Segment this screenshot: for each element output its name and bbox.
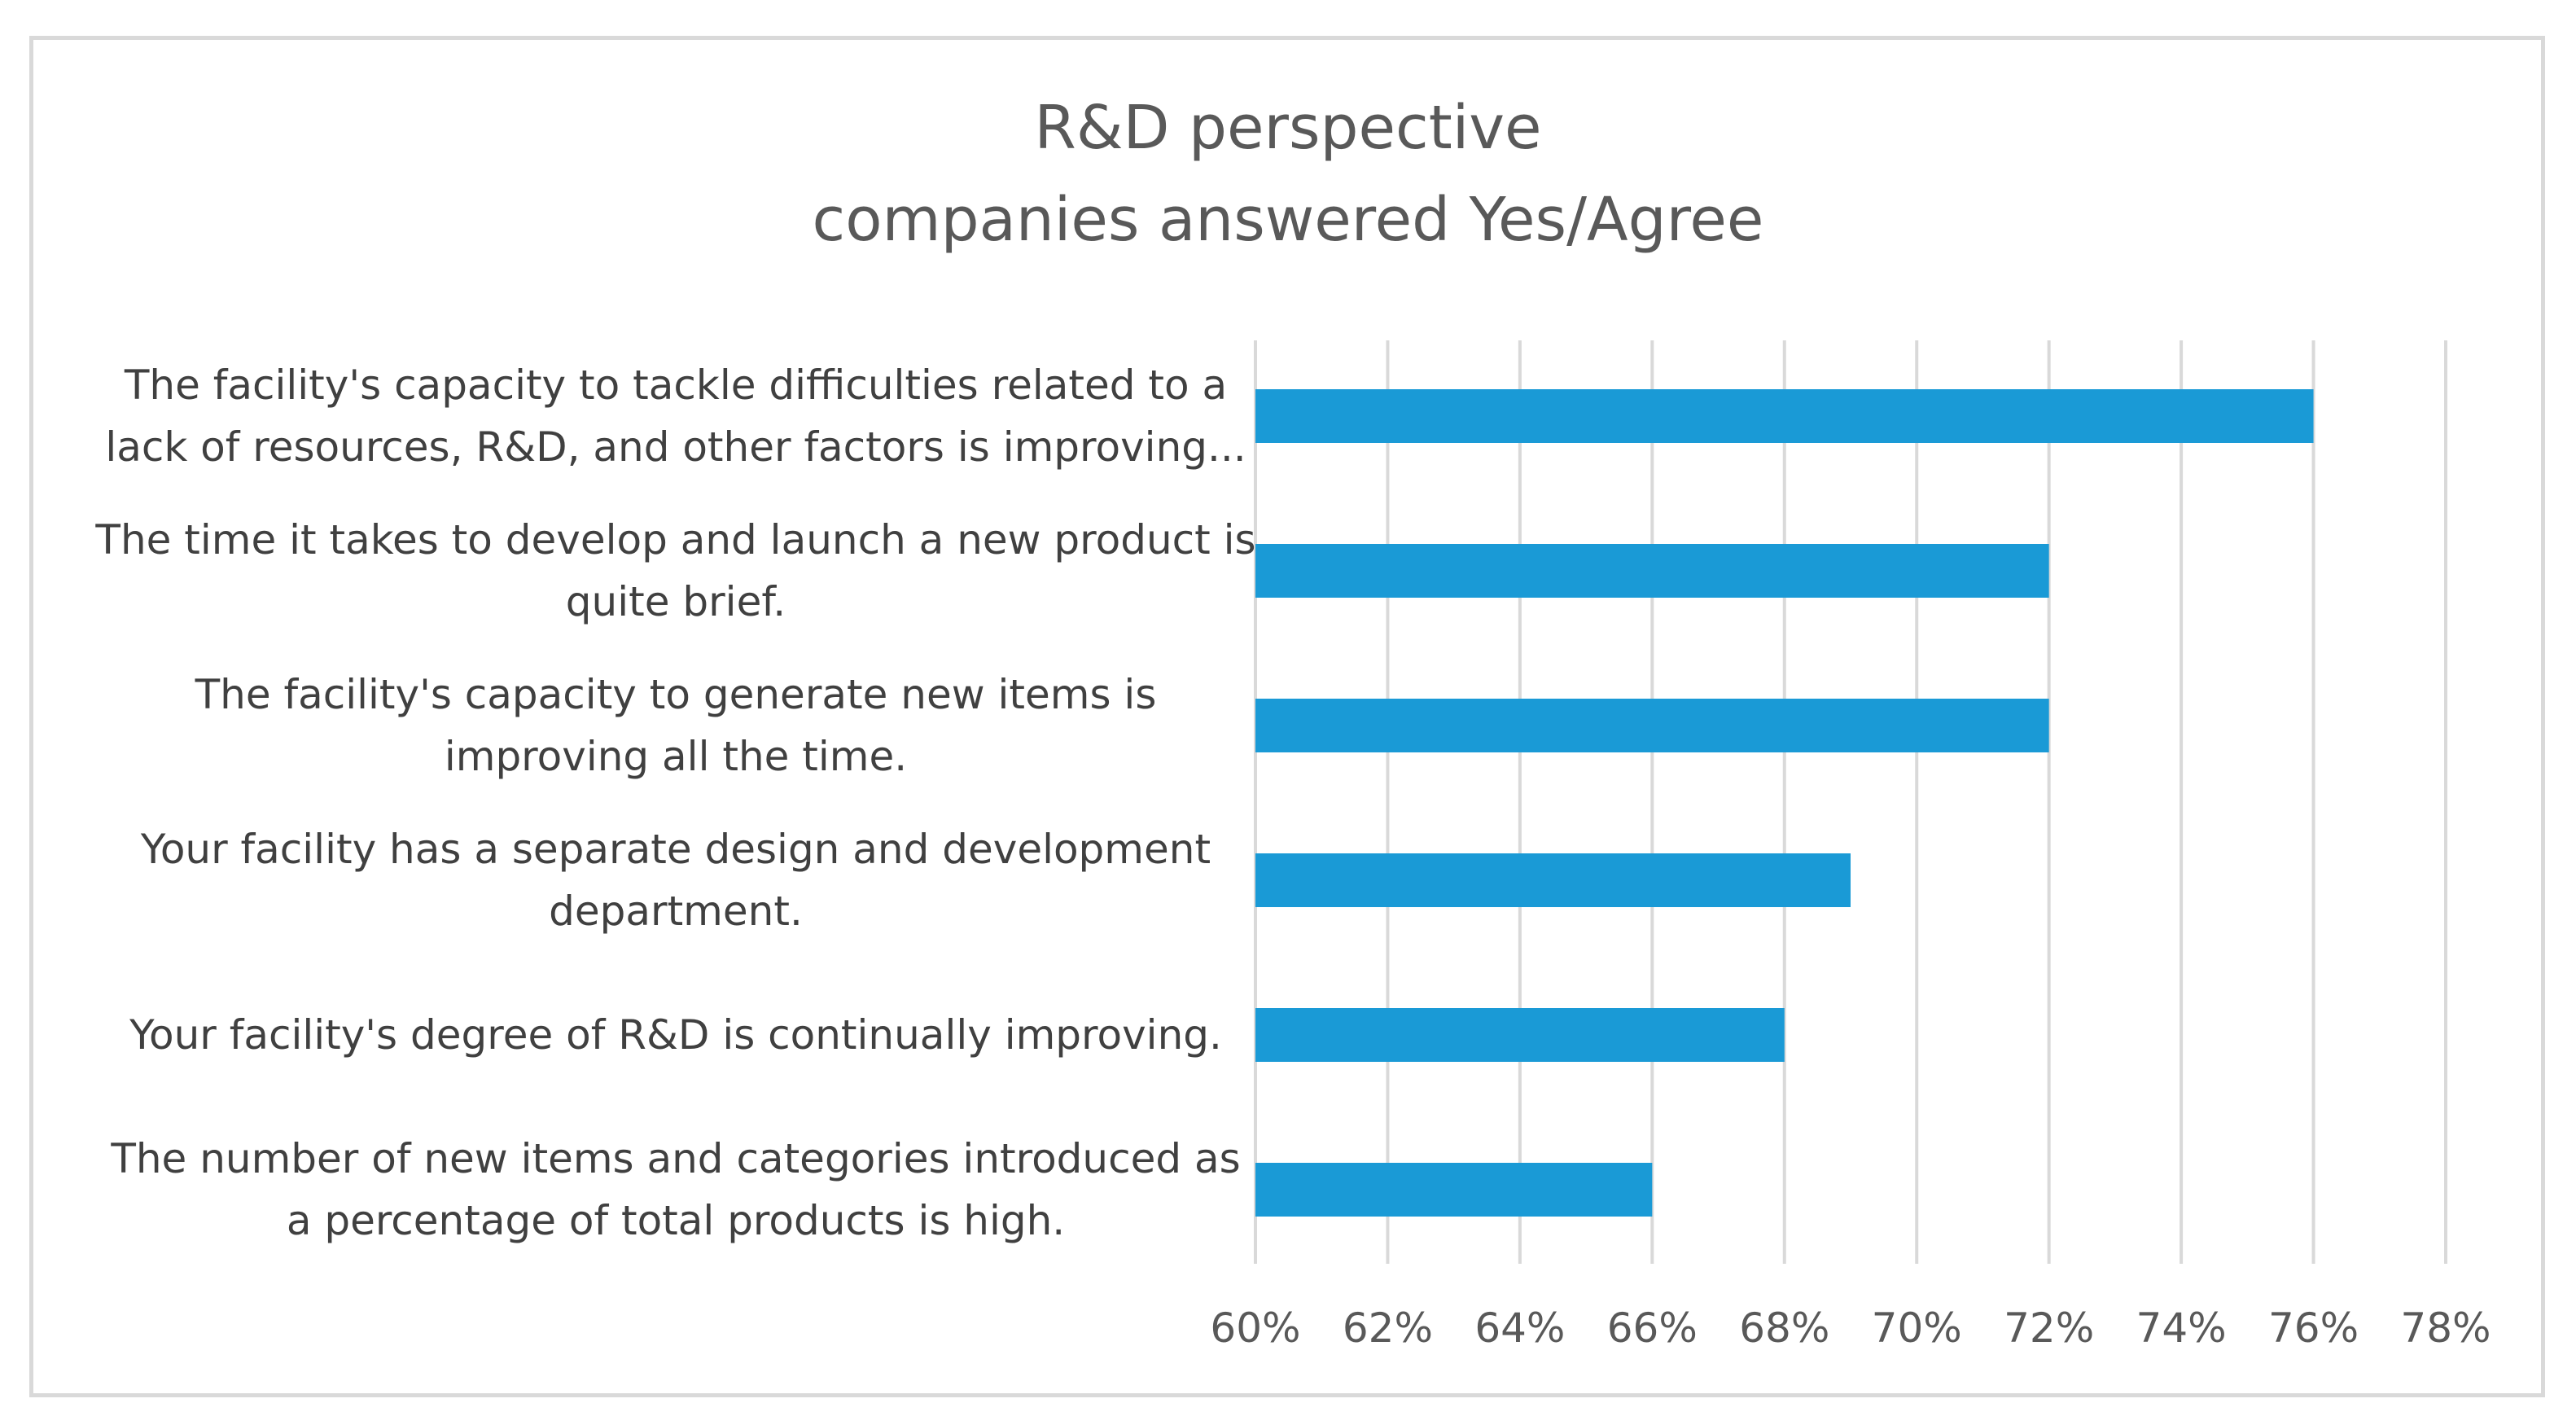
- x-tick-label: 60%: [1210, 1304, 1300, 1352]
- x-tick-label: 70%: [1872, 1304, 1962, 1352]
- x-tick-label: 66%: [1607, 1304, 1698, 1352]
- x-tick-label: 68%: [1739, 1304, 1829, 1352]
- bar: [1255, 544, 2049, 598]
- bar: [1255, 1163, 1653, 1217]
- x-tick-label: 76%: [2268, 1304, 2359, 1352]
- x-tick-label: 74%: [2136, 1304, 2227, 1352]
- category-label: The number of new items and categories i…: [110, 1135, 1240, 1244]
- x-tick-labels: 60% 62% 64% 66% 68% 70% 72% 74% 76% 78%: [1210, 1304, 2491, 1352]
- category-label: Your facility's degree of R&D is continu…: [129, 1011, 1222, 1059]
- x-tick-label: 72%: [2004, 1304, 2094, 1352]
- bar: [1255, 1008, 1785, 1062]
- bar: [1255, 853, 1851, 907]
- x-tick-label: 62%: [1343, 1304, 1433, 1352]
- chart-title-line: R&D perspective: [1034, 93, 1541, 163]
- chart-title-line: companies answered Yes/Agree: [813, 185, 1764, 255]
- category-labels: The facility's capacity to tackle diffic…: [94, 362, 1255, 1244]
- bar: [1255, 699, 2049, 752]
- chart-title: R&D perspective companies answered Yes/Ag…: [813, 93, 1764, 255]
- x-tick-label: 64%: [1474, 1304, 1565, 1352]
- category-label: The facility's capacity to generate new …: [195, 671, 1157, 780]
- bar: [1255, 389, 2314, 443]
- x-tick-label: 78%: [2400, 1304, 2491, 1352]
- gridlines: [1254, 340, 2447, 1264]
- bars: [1255, 389, 2314, 1217]
- category-label: The facility's capacity to tackle diffic…: [105, 362, 1246, 471]
- category-label: Your facility has a separate design and …: [140, 826, 1211, 935]
- category-label: The time it takes to develop and launch …: [94, 516, 1255, 625]
